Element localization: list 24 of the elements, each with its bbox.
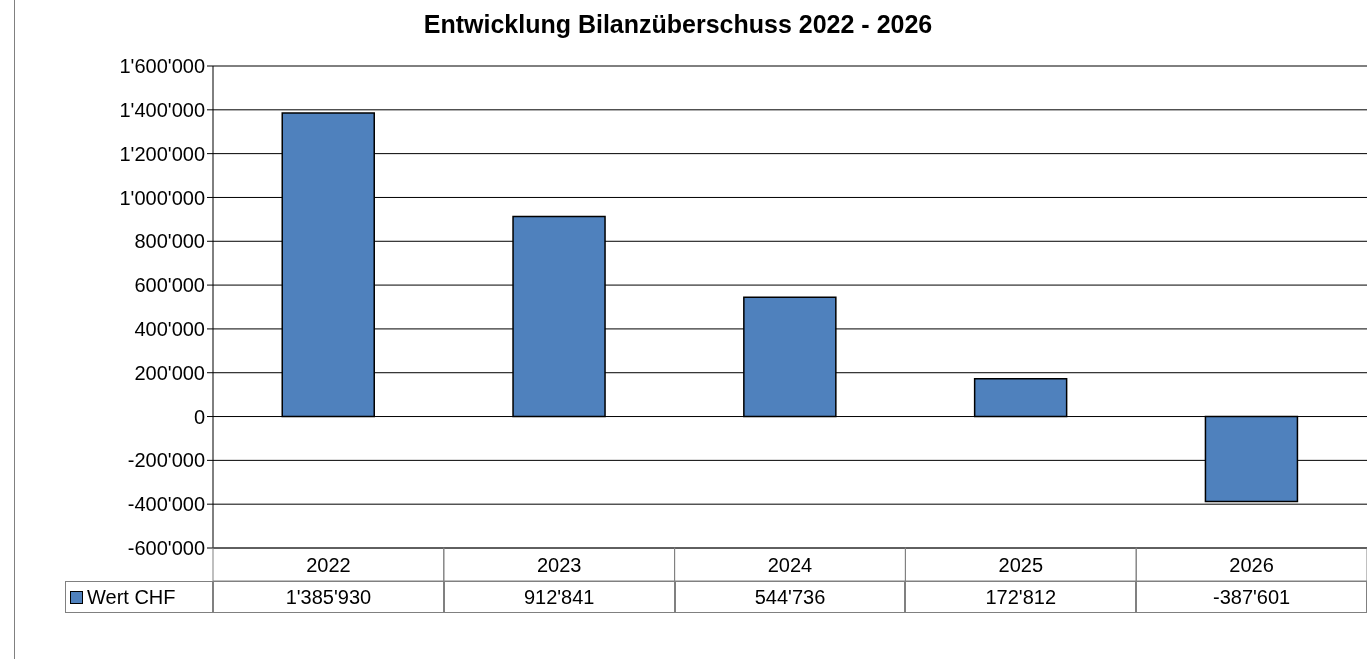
y-tick-label: -400'000 [127,493,205,516]
x-tick-label: 2026 [1229,554,1274,576]
data-label: 1'385'930 [213,581,444,613]
y-tick-label: 600'000 [134,274,205,297]
y-tick-label: 1'000'000 [119,186,205,209]
data-label: 912'841 [443,581,675,613]
y-tick-label: -200'000 [127,449,205,472]
x-tick-label: 2024 [767,554,813,576]
y-tick-label: 1'400'000 [119,98,205,121]
data-label: 172'812 [905,581,1137,613]
chart-title: Entwicklung Bilanzüberschuss 2022 - 2026 [422,10,934,39]
y-tick-label: 0 [193,405,205,428]
x-tick-label: 2022 [306,554,351,576]
y-tick-label: 200'000 [134,361,205,384]
legend-label: Wert CHF [87,585,176,609]
y-tick-label: -600'000 [127,537,205,560]
y-tick-label: 1'600'000 [119,55,205,78]
x-tick-label: 2023 [536,554,582,576]
data-label: -387'601 [1136,581,1367,613]
x-tick-label: 2025 [998,554,1044,576]
y-tick-label: 800'000 [134,230,205,253]
y-tick-label: 400'000 [134,318,205,341]
y-tick-label: 1'200'000 [119,142,205,165]
data-label: 544'736 [674,581,906,613]
